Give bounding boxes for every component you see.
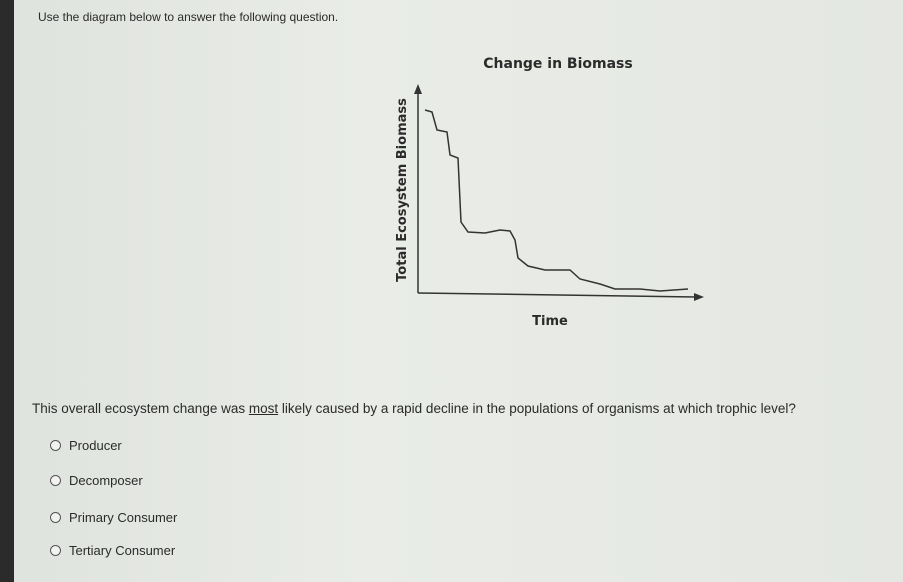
option-label[interactable]: Primary Consumer: [69, 510, 178, 525]
option-label[interactable]: Decomposer: [69, 473, 143, 488]
question: This overall ecosystem change was most l…: [32, 401, 796, 416]
option[interactable]: Producer: [50, 438, 122, 453]
question-text: likely caused by a rapid decline in the …: [278, 401, 796, 416]
x-axis-label: Time: [532, 314, 568, 329]
option-label[interactable]: Tertiary Consumer: [69, 543, 176, 558]
option[interactable]: Primary Consumer: [50, 510, 177, 525]
option[interactable]: Decomposer: [50, 473, 143, 488]
radio[interactable]: [50, 475, 61, 486]
question-emphasis: most: [248, 401, 279, 416]
instruction: Use the diagram below to answer the foll…: [38, 10, 339, 24]
diagram-title: Change in Biomass: [483, 56, 632, 72]
radio[interactable]: [50, 440, 61, 451]
x-arrow: [694, 293, 704, 301]
biomass-curve: [424, 109, 689, 292]
screen-edge: [0, 0, 14, 582]
y-axis-label: Total Ecosystem Biomass: [395, 98, 410, 282]
x-axis: [417, 292, 697, 298]
radio[interactable]: [50, 545, 61, 556]
option-label[interactable]: Producer: [69, 438, 122, 453]
question-text: This overall ecosystem change was: [32, 401, 249, 416]
option[interactable]: Tertiary Consumer: [50, 543, 175, 558]
y-arrow: [414, 84, 422, 94]
radio[interactable]: [50, 512, 61, 523]
